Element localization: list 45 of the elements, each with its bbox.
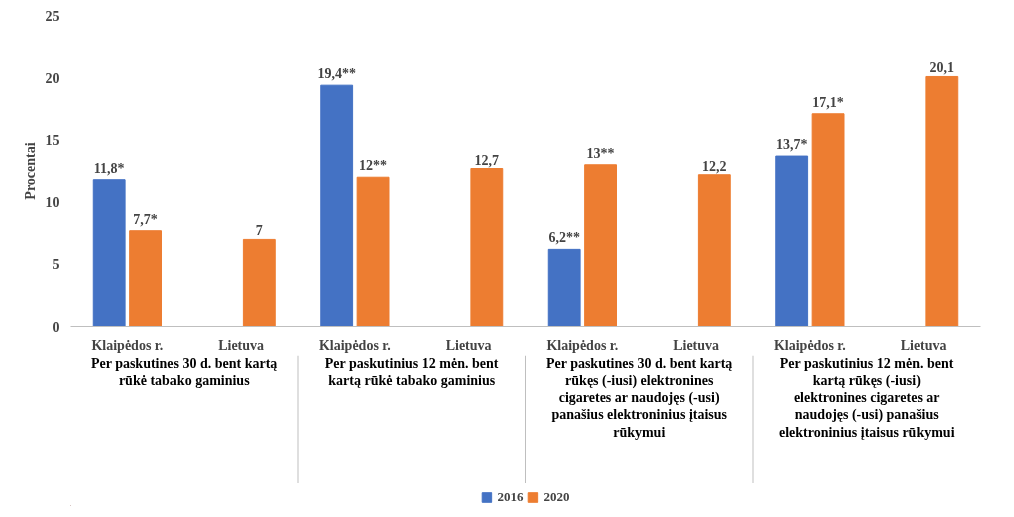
bar <box>925 75 959 327</box>
bar <box>242 238 276 327</box>
bar <box>697 174 731 327</box>
bar <box>470 168 504 327</box>
x-tick-label: Klaipėdos r. <box>773 337 846 353</box>
y-tick-label: 25 <box>45 8 60 24</box>
bar <box>356 176 390 327</box>
data-label: 12,7 <box>474 152 500 168</box>
bar <box>547 248 581 327</box>
x-tick-label: Klaipėdos r. <box>318 337 391 353</box>
x-tick-label: Lietuva <box>900 337 947 353</box>
x-tick-label: Lietuva <box>673 337 720 353</box>
x-tick-label: Klaipėdos r. <box>91 337 164 353</box>
bar <box>320 84 354 327</box>
x-tick-label: Lietuva <box>445 337 492 353</box>
y-tick-label: 5 <box>52 257 60 273</box>
data-label: 17,1* <box>812 94 844 110</box>
y-tick-label: 20 <box>45 70 60 86</box>
x-tick-label: Klaipėdos r. <box>546 337 619 353</box>
data-label: 20,1 <box>929 60 955 76</box>
bar <box>584 164 617 327</box>
legend-label: 2020 <box>543 489 570 505</box>
text: Per paskutines 30 d. bent kartą rūkė tabako gaminius <box>90 355 278 388</box>
text: Per paskutinius 12 mėn. bent kartą rūkęs (-iusi) elektronines cigaretes ar naudojęs (-usi) panašius elektroninius įtaisus rūkymui <box>778 355 955 440</box>
text: Per paskutinius 12 mėn. bent kartą rūkė tabako gaminius <box>324 355 499 388</box>
bar <box>129 230 162 327</box>
y-tick-label: 10 <box>45 195 60 211</box>
data-label: 12,2 <box>702 158 727 174</box>
data-label: 13,7* <box>775 137 808 153</box>
data-label: 7 <box>255 223 263 239</box>
text: Per paskutines 30 d. bent kartą rūkęs (-iusi) elektronines cigaretes ar naudojęs (-usi) panašius elektroninius įtaisus rūkymui <box>545 355 733 440</box>
y-tick-label: 0 <box>52 319 60 335</box>
bar <box>775 155 809 327</box>
data-label: 12** <box>359 158 388 174</box>
x-tick-label: Lietuva <box>218 337 265 353</box>
bar <box>811 113 845 327</box>
data-label: 6,2** <box>548 230 580 246</box>
bar <box>92 179 126 327</box>
data-label: 13** <box>586 145 615 161</box>
y-tick-label: 15 <box>45 132 60 148</box>
y-axis-title: Procentai <box>22 142 38 200</box>
legend-label: 2016 <box>497 489 524 505</box>
data-label: 7,7* <box>133 211 158 227</box>
data-label: 19,4** <box>317 66 356 82</box>
data-label: 11,8* <box>93 160 125 176</box>
